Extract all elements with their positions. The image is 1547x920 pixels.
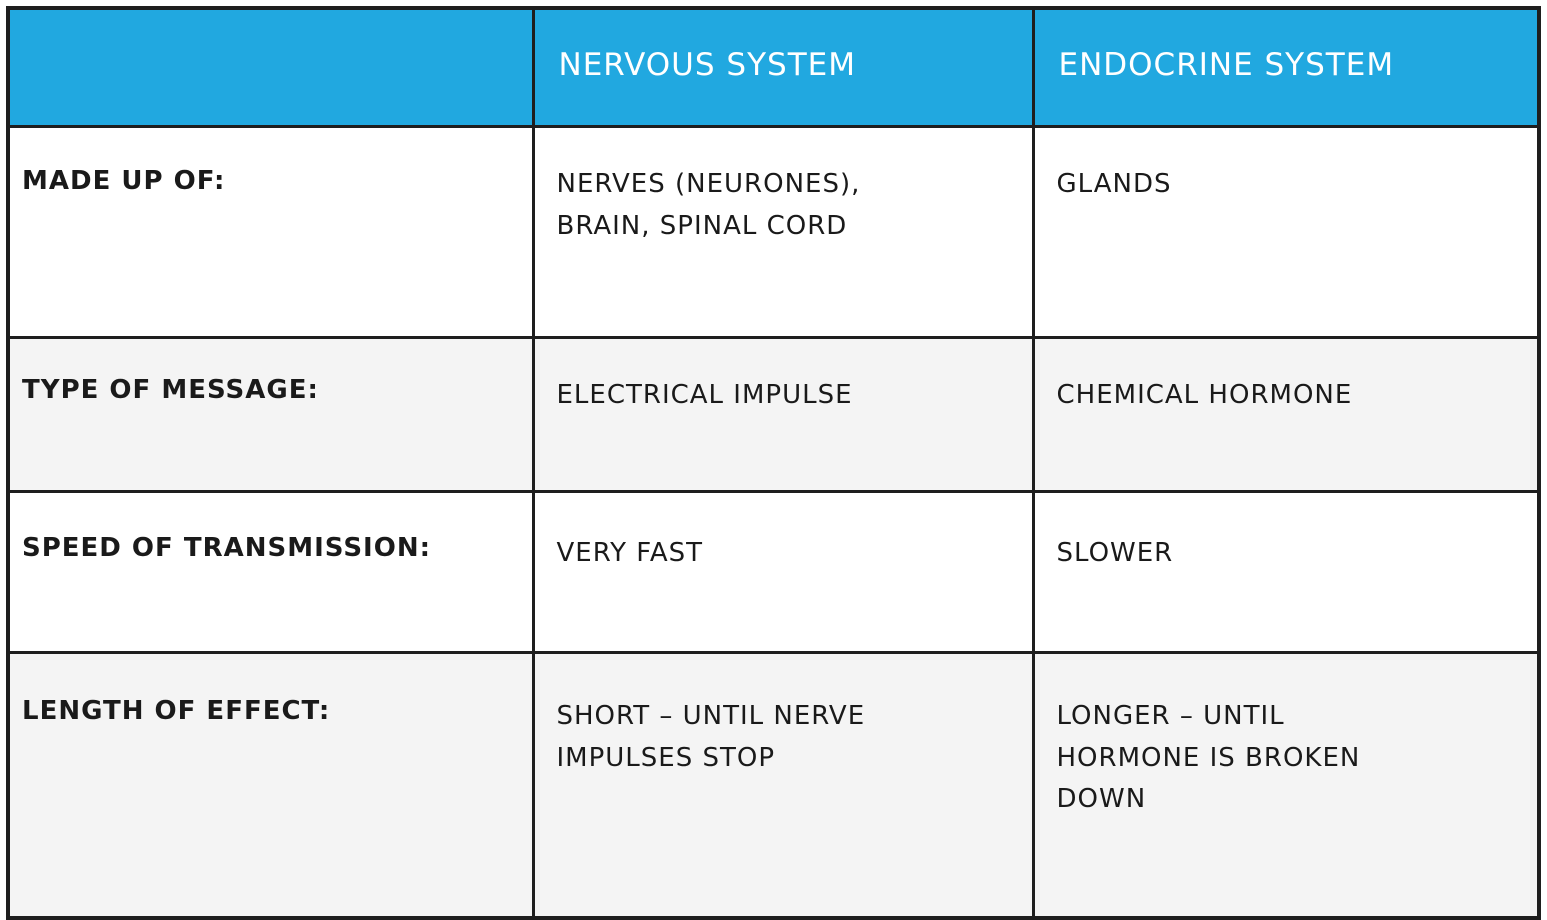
cell-line: VERY FAST [556, 538, 704, 568]
cell-line: IMPULSES STOP [556, 742, 776, 773]
cell-line: CHEMICAL HORMONE [1056, 380, 1353, 410]
nervous-made-up-of: NERVES (NEURONES), BRAIN, SPINAL CORD [531, 125, 1035, 339]
cell-line: BRAIN, SPINAL CORD [556, 210, 848, 241]
row-label-speed-of-transmission: SPEED OF TRANSMISSION: [6, 490, 535, 654]
header-nervous-system: NERVOUS SYSTEM [531, 6, 1035, 128]
cell-line: LONGER – UNTIL [1056, 701, 1285, 731]
cell-line: DOWN [1056, 784, 1147, 815]
nervous-speed: VERY FAST [531, 490, 1035, 654]
endocrine-length-of-effect: LONGER – UNTIL HORMONE IS BROKEN DOWN [1031, 651, 1541, 920]
row-label-length-of-effect: LENGTH OF EFFECT: [6, 651, 535, 920]
table-header-row: NERVOUS SYSTEM ENDOCRINE SYSTEM [6, 6, 1541, 128]
row-label-made-up-of: MADE UP OF: [6, 125, 535, 339]
header-blank-cell [6, 6, 535, 128]
nervous-type-of-message: ELECTRICAL IMPULSE [531, 336, 1035, 493]
endocrine-speed: SLOWER [1031, 490, 1541, 654]
table-row: SPEED OF TRANSMISSION: VERY FAST SLOWER [6, 490, 1541, 654]
cell-line: GLANDS [1056, 169, 1172, 199]
endocrine-type-of-message: CHEMICAL HORMONE [1031, 336, 1541, 493]
header-endocrine-system: ENDOCRINE SYSTEM [1031, 6, 1541, 128]
table-row: LENGTH OF EFFECT: SHORT – UNTIL NERVE IM… [6, 651, 1541, 920]
cell-line: ELECTRICAL IMPULSE [556, 380, 853, 410]
comparison-table: NERVOUS SYSTEM ENDOCRINE SYSTEM MADE UP … [6, 6, 1541, 920]
cell-line: SHORT – UNTIL NERVE [556, 701, 866, 731]
cell-line: SLOWER [1056, 538, 1174, 568]
endocrine-made-up-of: GLANDS [1031, 125, 1541, 339]
row-label-type-of-message: TYPE OF MESSAGE: [6, 336, 535, 493]
nervous-length-of-effect: SHORT – UNTIL NERVE IMPULSES STOP [531, 651, 1035, 920]
cell-line: HORMONE IS BROKEN [1056, 742, 1361, 773]
cell-line: NERVES (NEURONES), [556, 169, 861, 199]
table-row: MADE UP OF: NERVES (NEURONES), BRAIN, SP… [6, 125, 1541, 339]
table-row: TYPE OF MESSAGE: ELECTRICAL IMPULSE CHEM… [6, 336, 1541, 493]
